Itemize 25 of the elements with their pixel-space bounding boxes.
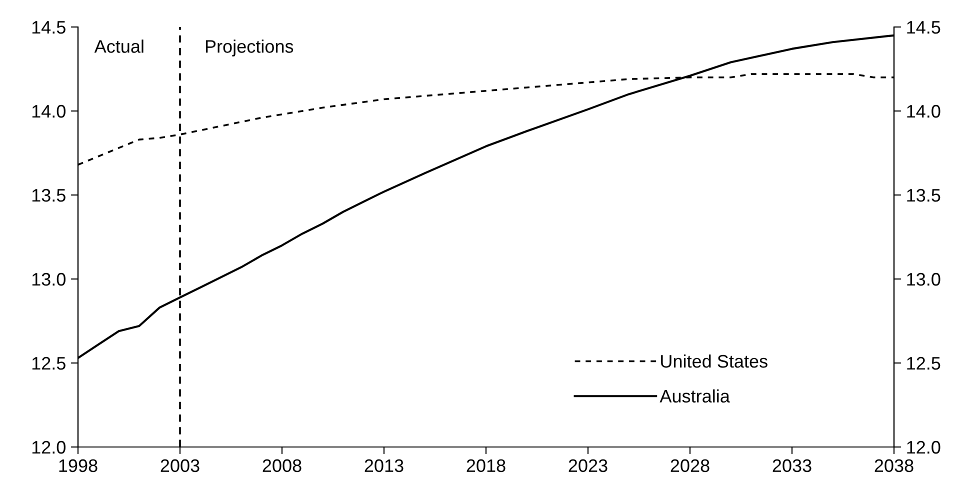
x-tick-label: 2023 (568, 459, 608, 472)
y-tick-label: 14.0 (32, 104, 66, 118)
annotation: Actual (94, 40, 144, 53)
y-tick-label: 13.0 (32, 272, 66, 286)
y2-tick-label: 12.0 (907, 440, 940, 454)
legend-label: Australia (660, 389, 730, 403)
annotation: Projections (206, 40, 294, 56)
y2-tick-label: 14.5 (907, 21, 940, 34)
y-tick-label: 13.5 (32, 188, 66, 202)
y-tick-label: 12.0 (32, 440, 66, 454)
x-tick-label: 1998 (59, 459, 98, 472)
x-tick-label: 2028 (670, 459, 710, 472)
y2-tick-label: 13.0 (907, 272, 940, 286)
y-tick-label: 12.5 (32, 356, 66, 370)
y-tick-label: 14.5 (32, 21, 66, 34)
y2-tick-label: 13.5 (907, 188, 940, 202)
y2-tick-label: 14.0 (907, 104, 940, 118)
x-tick-label: 2003 (160, 459, 200, 472)
x-tick-label: 2018 (466, 459, 506, 472)
legend-label: United States (661, 354, 768, 368)
x-tick-label: 2008 (262, 459, 302, 472)
y2-tick-label: 12.5 (907, 356, 940, 370)
x-tick-label: 2038 (874, 459, 914, 472)
x-tick-label: 2033 (772, 459, 812, 472)
x-tick-label: 2013 (364, 459, 404, 472)
